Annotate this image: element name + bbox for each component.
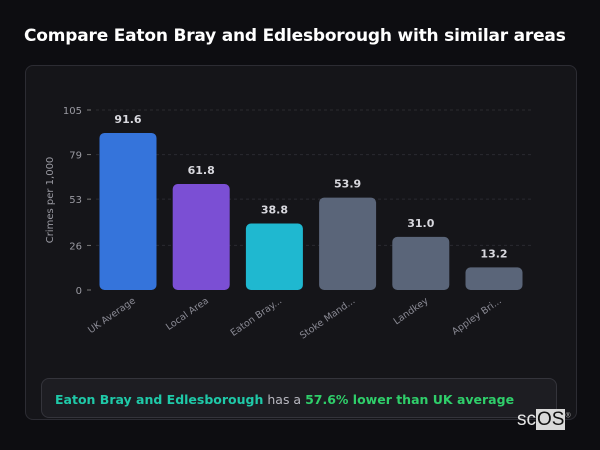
x-tick-label: Stoke Mand... (298, 295, 357, 341)
bar-value-label: 13.2 (480, 247, 507, 260)
x-tick-label: Local Area (164, 295, 211, 332)
bar-4 (392, 236, 450, 290)
bar-value-label: 61.8 (188, 164, 215, 177)
y-tick-label: 0 (76, 286, 82, 297)
bar-value-label: 38.8 (261, 203, 288, 216)
summary-comparison: 57.6% lower than UK average (305, 392, 515, 407)
bar-0 (99, 132, 157, 290)
scos-logo: scOS® (517, 409, 571, 430)
x-tick-label: Landkey (392, 295, 431, 327)
bar-value-label: 53.9 (334, 178, 361, 191)
x-tick-label: Eaton Bray... (229, 295, 284, 338)
summary-box: Eaton Bray and Edlesborough has a 57.6% … (41, 378, 557, 418)
bar-value-label: 31.0 (407, 217, 434, 230)
y-tick-label: 79 (69, 151, 82, 162)
summary-area: Eaton Bray and Edlesborough (55, 392, 264, 407)
summary-middle: has a (263, 392, 306, 407)
bar-1 (172, 184, 230, 290)
x-tick-label: Appley Bri... (450, 295, 504, 337)
bar-value-label: 91.6 (114, 113, 141, 126)
x-tick-label: UK Average (86, 295, 138, 336)
y-tick-label: 105 (63, 106, 82, 117)
y-tick-label: 53 (69, 195, 82, 206)
bar-5 (465, 267, 523, 290)
y-tick-label: 26 (69, 241, 82, 252)
page-title: Compare Eaton Bray and Edlesborough with… (24, 26, 566, 46)
y-axis-label: Crimes per 1,000 (45, 157, 56, 244)
bar-2 (245, 223, 303, 290)
bar-3 (319, 197, 377, 290)
